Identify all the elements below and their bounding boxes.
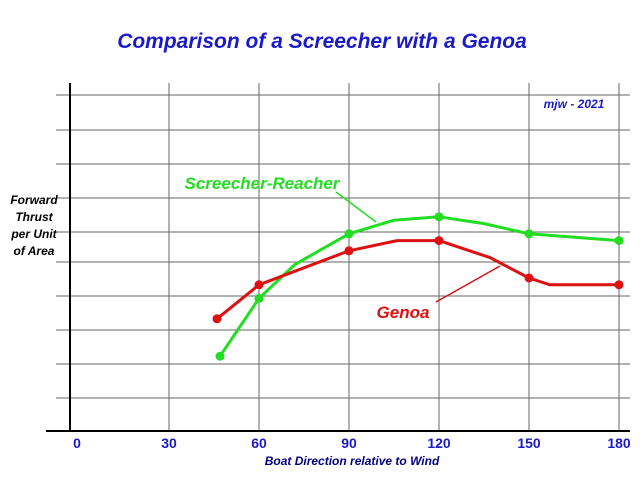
- y-label-line-3: of Area: [14, 244, 55, 258]
- screecher-reacher-series-line: [218, 215, 620, 358]
- screecher-reacher-point-4: [524, 229, 534, 239]
- x-tick-label-0: 0: [73, 435, 81, 451]
- screecher-label-leader: [335, 191, 377, 223]
- genoa-series-label: Genoa: [377, 303, 430, 322]
- genoa-point-3: [434, 236, 444, 246]
- credit-label: mjw - 2021: [544, 97, 605, 111]
- y-label-line-0: Forward: [10, 193, 58, 207]
- x-tick-label-180: 180: [607, 435, 631, 451]
- x-tick-label-30: 30: [161, 435, 177, 451]
- x-tick-labels: 0 30 60 90 120 150 180: [73, 435, 631, 451]
- axes: [46, 83, 630, 432]
- x-axis-label: Boat Direction relative to Wind: [265, 454, 440, 468]
- screecher-reacher-point-0: [215, 351, 225, 361]
- genoa-point-1: [254, 280, 264, 290]
- screecher-reacher-point-2: [344, 229, 354, 239]
- screecher-reacher-point-1: [254, 293, 264, 303]
- series-markers: [212, 212, 624, 361]
- y-label-line-2: per Unit: [10, 227, 57, 241]
- genoa-point-0: [212, 314, 222, 324]
- series-lines: [216, 215, 620, 358]
- chart-title: Comparison of a Screecher with a Genoa: [117, 30, 527, 53]
- screecher-series-label: Screecher-Reacher: [185, 174, 341, 193]
- genoa-point-4: [524, 273, 534, 283]
- x-tick-label-120: 120: [427, 435, 451, 451]
- y-label-line-1: Thrust: [15, 210, 53, 224]
- x-tick-label-150: 150: [517, 435, 541, 451]
- y-axis-label: Forward Thrust per Unit of Area: [10, 193, 58, 258]
- x-tick-label-60: 60: [251, 435, 267, 451]
- genoa-point-2: [344, 246, 354, 256]
- screecher-reacher-point-5: [614, 236, 624, 246]
- screecher-reacher-point-3: [434, 212, 444, 222]
- genoa-label-leader: [435, 265, 501, 303]
- genoa-point-5: [614, 280, 624, 290]
- x-tick-label-90: 90: [341, 435, 357, 451]
- horizontal-gridlines: [56, 94, 630, 399]
- vertical-gridlines: [168, 83, 620, 431]
